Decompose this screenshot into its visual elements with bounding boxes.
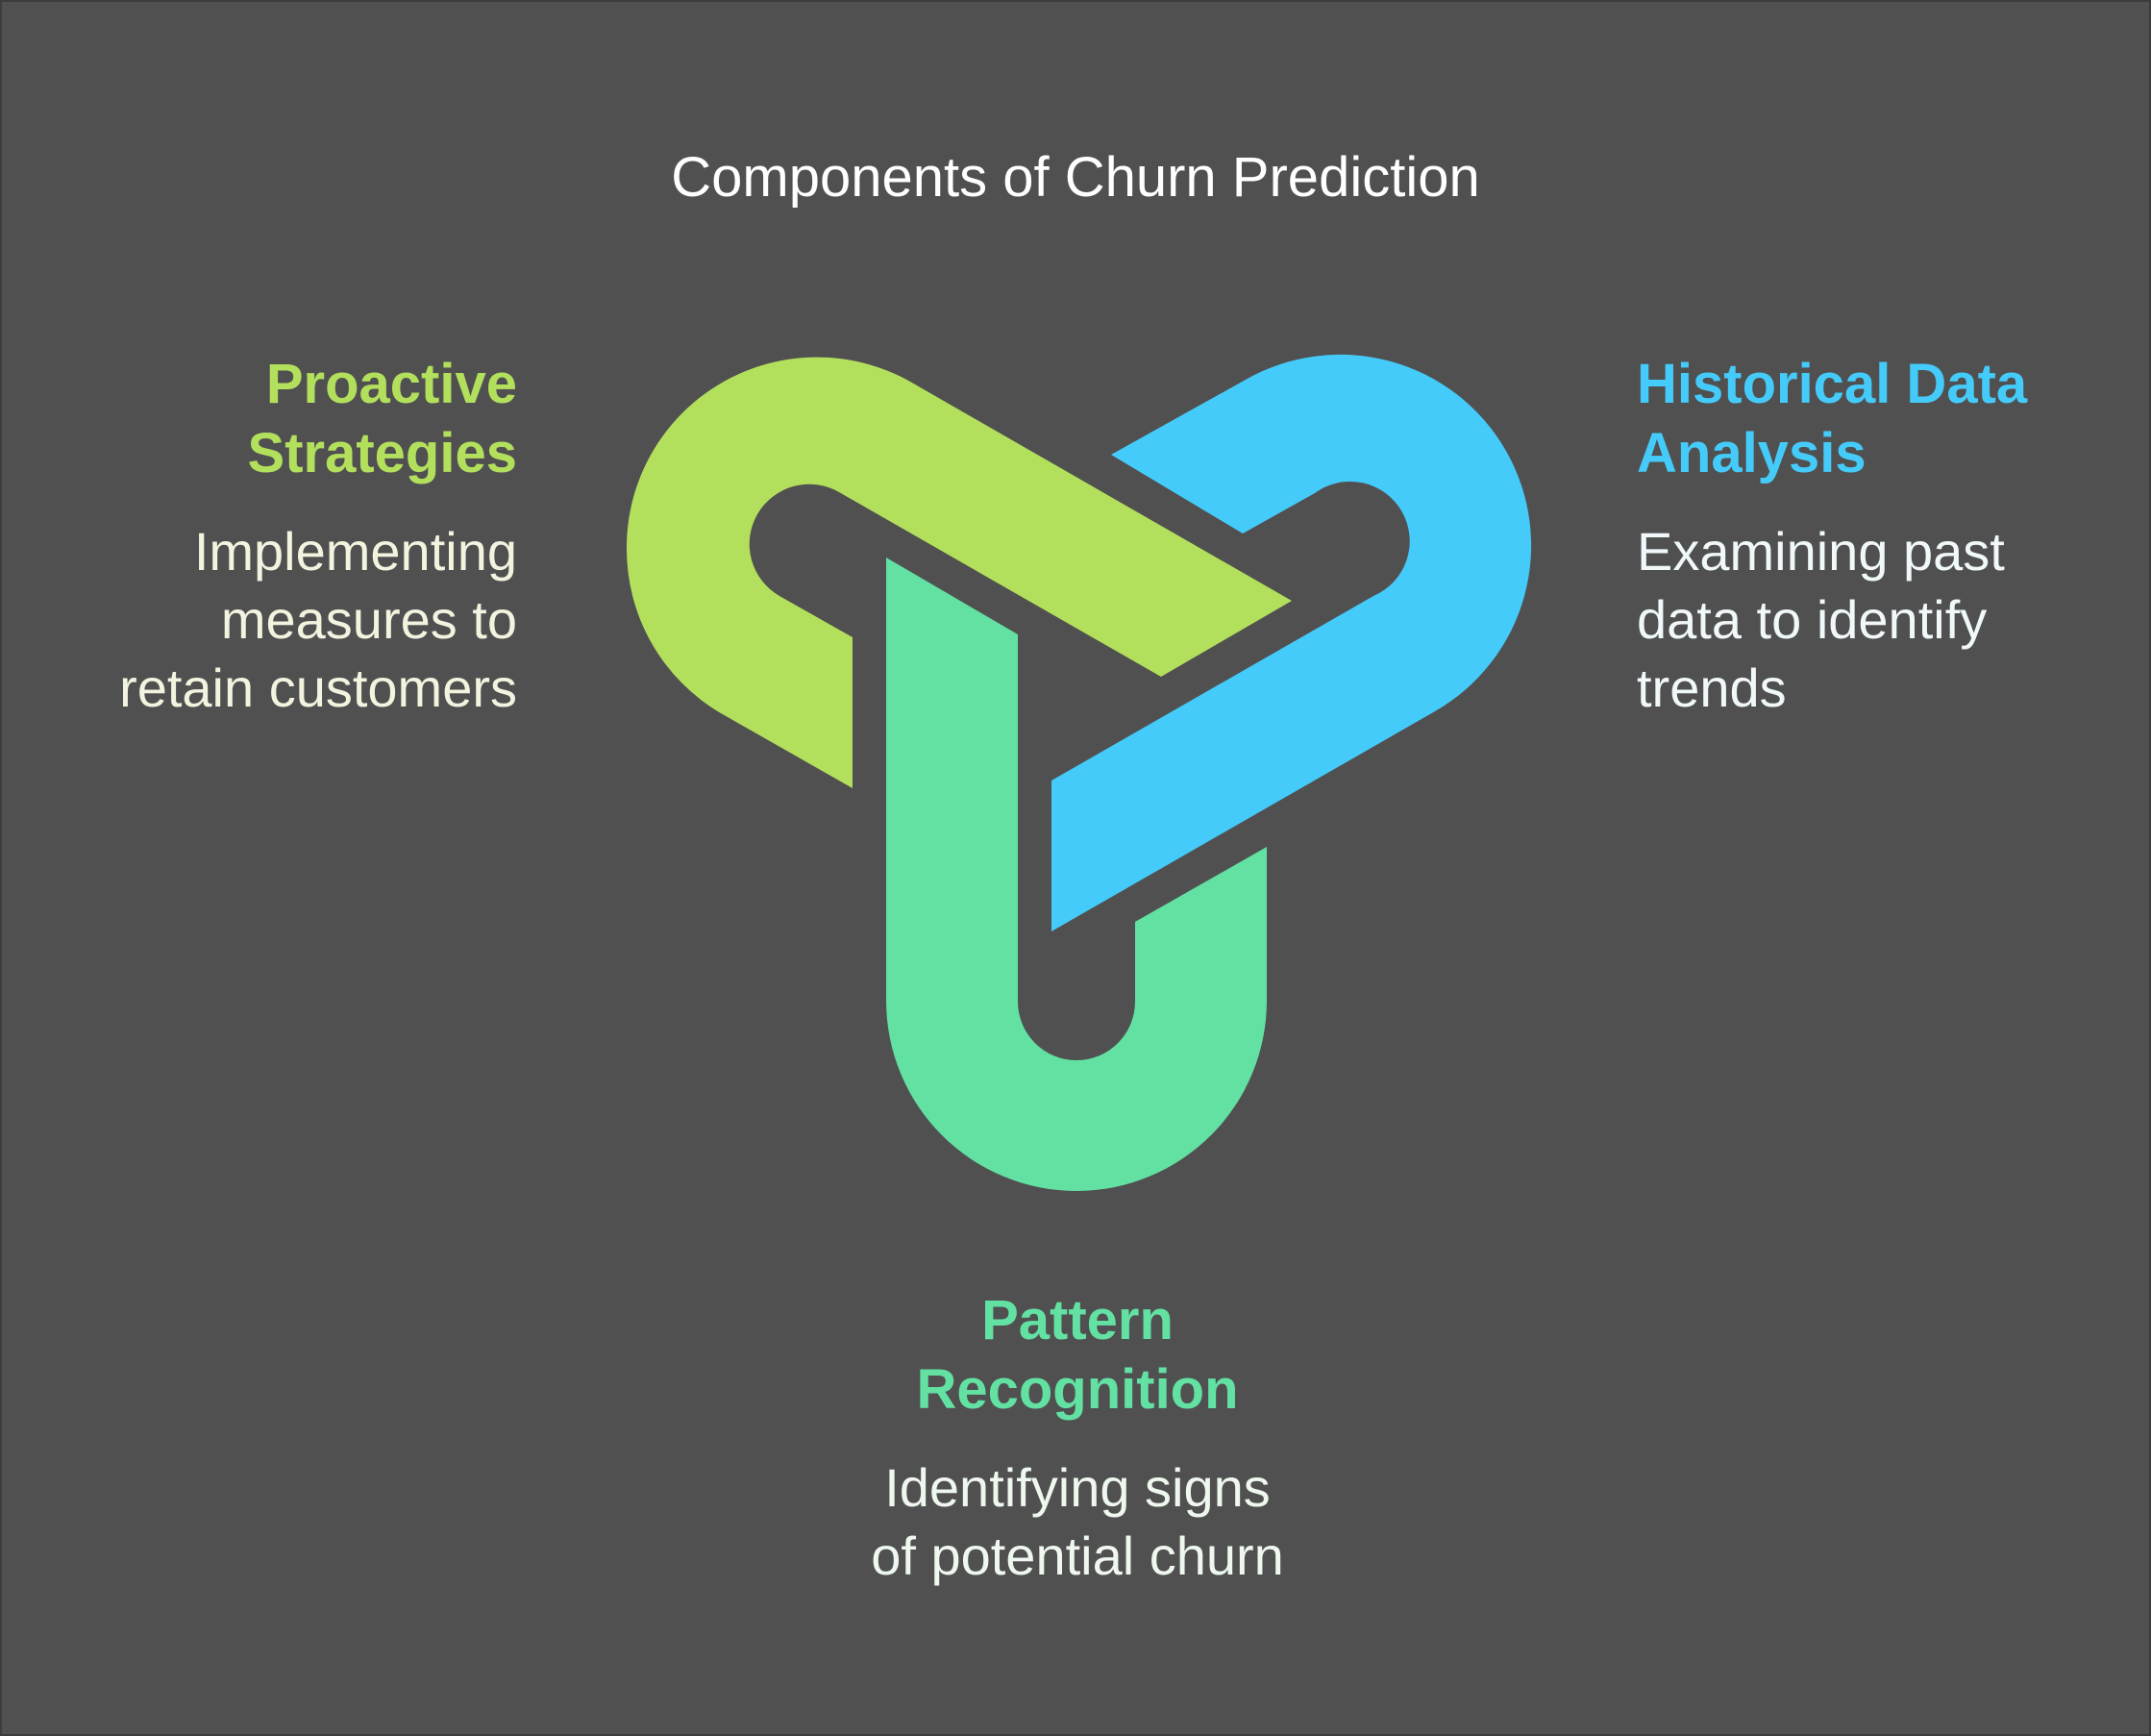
diagram-title: Components of Churn Prediction	[671, 146, 1480, 209]
proactive-strategies-description: Implementing measures to retain customer…	[60, 517, 517, 722]
proactive-strategies-heading: Proactive Strategies	[60, 350, 517, 488]
description-line: data to identify	[1637, 589, 1988, 650]
historical-data-analysis-block: Historical Data Analysis Examining past …	[1637, 350, 2137, 722]
description-line: measures to	[220, 589, 517, 650]
description-line: Identifying signs	[884, 1457, 1271, 1518]
description-line: Examining past	[1637, 521, 2005, 582]
description-line: Implementing	[193, 521, 517, 582]
heading-line: Pattern	[981, 1289, 1174, 1352]
historical-data-analysis-description: Examining past data to identify trends	[1637, 517, 2137, 722]
description-line: of potential churn	[871, 1525, 1284, 1586]
heading-line: Proactive	[265, 353, 517, 415]
pattern-recognition-block: Pattern Recognition Identifying signs of…	[789, 1286, 1366, 1590]
proactive-strategies-loop	[626, 357, 1292, 788]
pattern-recognition-description: Identifying signs of potential churn	[789, 1453, 1366, 1590]
pattern-recognition-heading: Pattern Recognition	[789, 1286, 1366, 1425]
description-line: trends	[1637, 657, 1787, 718]
historical-data-analysis-loop	[1051, 354, 1532, 932]
pattern-recognition-loop	[886, 558, 1267, 1191]
heading-line: Historical Data	[1637, 353, 2028, 415]
proactive-strategies-block: Proactive Strategies Implementing measur…	[60, 350, 517, 722]
heading-line: Strategies	[247, 422, 517, 484]
historical-data-analysis-heading: Historical Data Analysis	[1637, 350, 2137, 488]
description-line: retain customers	[119, 657, 517, 718]
heading-line: Analysis	[1637, 422, 1867, 484]
heading-line: Recognition	[916, 1358, 1239, 1421]
